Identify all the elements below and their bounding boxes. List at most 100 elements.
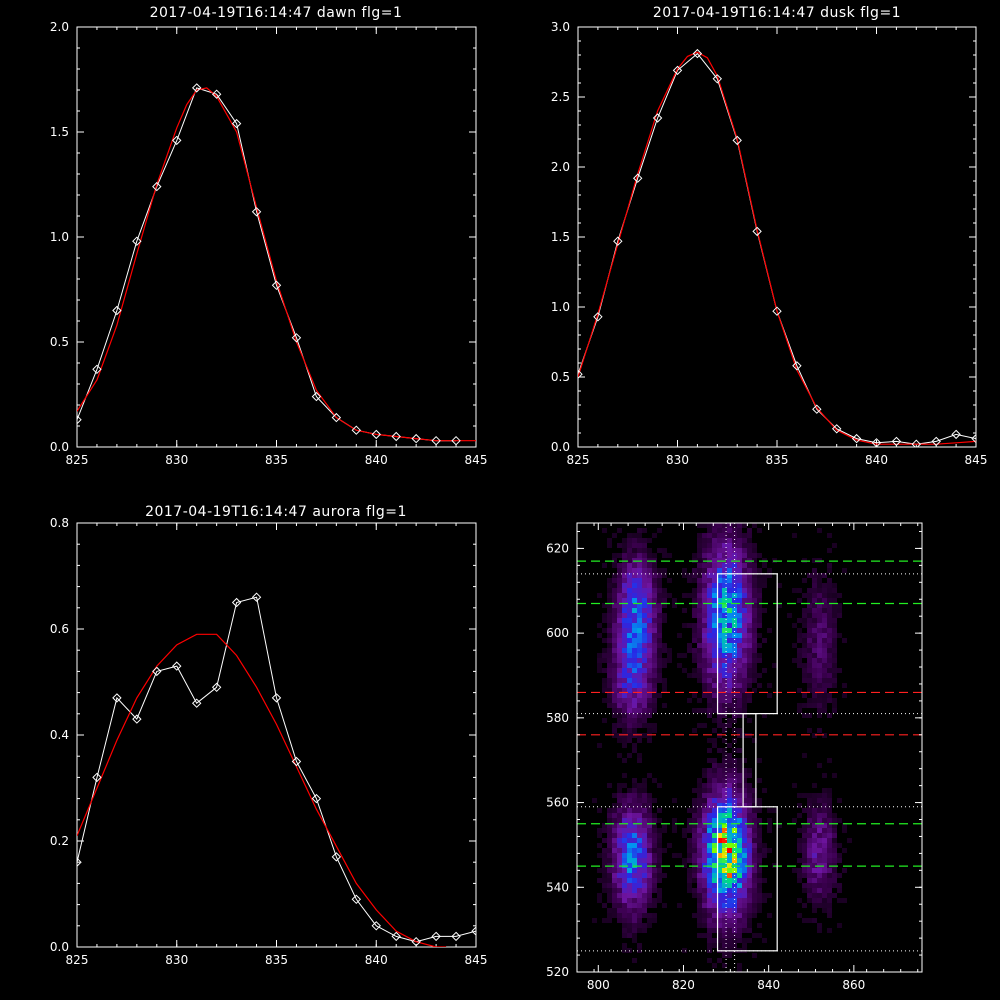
heatmap-cell (797, 588, 802, 593)
heatmap-cell (722, 613, 727, 618)
heatmap-cell (632, 598, 637, 603)
heatmap-cell (722, 618, 727, 623)
heatmap-cell (817, 573, 822, 578)
heatmap-cell (702, 873, 707, 878)
heatmap-cell (757, 833, 762, 838)
heatmap-cell (747, 898, 752, 903)
heatmap-cell (732, 668, 737, 673)
heatmap-cell (632, 813, 637, 818)
heatmap-cell (757, 883, 762, 888)
heatmap-cell (607, 913, 612, 918)
heatmap-cell (747, 903, 752, 908)
heatmap-cell (822, 878, 827, 883)
plot-frame-heatmap (576, 522, 923, 973)
heatmap-cell (687, 818, 692, 823)
heatmap-cell (697, 698, 702, 703)
heatmap-cell (717, 558, 722, 563)
heatmap-cell (692, 798, 697, 803)
heatmap-cell (812, 663, 817, 668)
panel-aurora: 2017-04-19T16:14:47 aurora flg=1 825 830 8… (50, 504, 488, 967)
heatmap-cell (832, 833, 837, 838)
heatmap-cell (657, 578, 662, 583)
heatmap-cell (742, 598, 747, 603)
heatmap-cell (617, 573, 622, 578)
heatmap-cell (642, 833, 647, 838)
heatmap-cell (732, 848, 737, 853)
heatmap-cell (642, 923, 647, 928)
heatmap-cell (612, 558, 617, 563)
heatmap-cell (777, 823, 782, 828)
heatmap-cell (687, 843, 692, 848)
heatmap-cell (637, 943, 642, 948)
heatmap-cell (657, 843, 662, 848)
heatmap-cell (607, 878, 612, 883)
heatmap-cell (742, 633, 747, 638)
heatmap-cell (747, 848, 752, 853)
heatmap-cell (732, 858, 737, 863)
heatmap-cell (627, 843, 632, 848)
heatmap-cell (707, 808, 712, 813)
heatmap-cell (822, 628, 827, 633)
heatmap-cell (627, 558, 632, 563)
heatmap-cell (707, 823, 712, 828)
heatmap-cell (712, 938, 717, 943)
heatmap-cell (607, 543, 612, 548)
heatmap-cell (802, 618, 807, 623)
heatmap-cell (602, 658, 607, 663)
heatmap-cell (617, 648, 622, 653)
heatmap-cell (727, 913, 732, 918)
heatmap-cell (807, 593, 812, 598)
heatmap-cell (707, 818, 712, 823)
heatmap-cell (697, 808, 702, 813)
heatmap-cell (712, 593, 717, 598)
heatmap-cell (742, 673, 747, 678)
data-point-marker (831, 424, 842, 434)
heatmap-cell (797, 648, 802, 653)
heatmap-cell (672, 603, 677, 608)
heatmap-cell (737, 783, 742, 788)
heatmap-cell (627, 543, 632, 548)
heatmap-cell (827, 913, 832, 918)
heatmap-cell (622, 538, 627, 543)
heatmap-cell (652, 628, 657, 633)
heatmap-cell (722, 888, 727, 893)
heatmap-cell (647, 648, 652, 653)
heatmap-cell (732, 578, 737, 583)
heatmap-cell (637, 538, 642, 543)
heatmap-cell (727, 658, 732, 663)
heatmap-cell (767, 823, 772, 828)
heatmap-cell (717, 768, 722, 773)
heatmap-cell (717, 798, 722, 803)
heatmap-cell (732, 528, 737, 533)
heatmap-cell (732, 598, 737, 603)
heatmap-cell (642, 543, 647, 548)
heatmap-cell (742, 943, 747, 948)
heatmap-cell (642, 683, 647, 688)
heatmap-cell (747, 603, 752, 608)
heatmap-cell (747, 528, 752, 533)
heatmap-cell (742, 818, 747, 823)
heatmap-cell (752, 523, 757, 528)
heatmap-cell (642, 633, 647, 638)
heatmap-cell (817, 698, 822, 703)
heatmap-cell (697, 583, 702, 588)
heatmap-cell (637, 698, 642, 703)
heatmap-cell (717, 618, 722, 623)
heatmap-cell (742, 538, 747, 543)
heatmap-cell (747, 878, 752, 883)
heatmap-cell (817, 668, 822, 673)
heatmap-cell (632, 593, 637, 598)
heatmap-cell (757, 853, 762, 858)
heatmap-cell (657, 673, 662, 678)
heatmap-cell (642, 638, 647, 643)
heatmap-cell (757, 828, 762, 833)
heatmap-cell (807, 603, 812, 608)
heatmap-cell (717, 628, 722, 633)
heatmap-cell (722, 568, 727, 573)
heatmap-cell (642, 563, 647, 568)
heatmap-cell (642, 818, 647, 823)
heatmap-cell (737, 568, 742, 573)
heatmap-cell (827, 838, 832, 843)
heatmap-cell (707, 878, 712, 883)
heatmap-cell (652, 883, 657, 888)
